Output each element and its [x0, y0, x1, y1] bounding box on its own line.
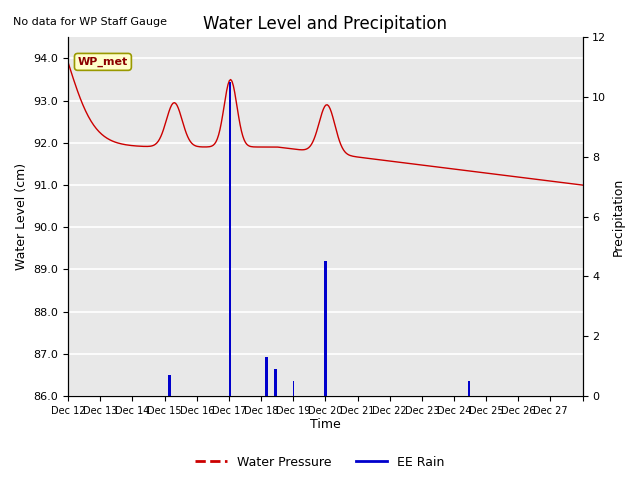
Text: No data for WP Staff Gauge: No data for WP Staff Gauge [13, 17, 167, 27]
Y-axis label: Precipitation: Precipitation [612, 178, 625, 256]
Bar [168, 375, 170, 396]
Bar [324, 262, 325, 396]
Bar [468, 381, 469, 396]
Bar [265, 357, 266, 396]
Bar [228, 82, 230, 396]
Bar [275, 369, 276, 396]
Y-axis label: Water Level (cm): Water Level (cm) [15, 163, 28, 270]
Title: Water Level and Precipitation: Water Level and Precipitation [204, 15, 447, 33]
Legend: Water Pressure, EE Rain: Water Pressure, EE Rain [190, 451, 450, 474]
Bar [276, 369, 277, 396]
Bar [266, 357, 268, 396]
Bar [230, 82, 231, 396]
Bar [293, 381, 294, 396]
Bar [469, 381, 470, 396]
Text: WP_met: WP_met [78, 57, 128, 67]
Bar [170, 375, 171, 396]
Bar [325, 262, 326, 396]
X-axis label: Time: Time [310, 419, 340, 432]
